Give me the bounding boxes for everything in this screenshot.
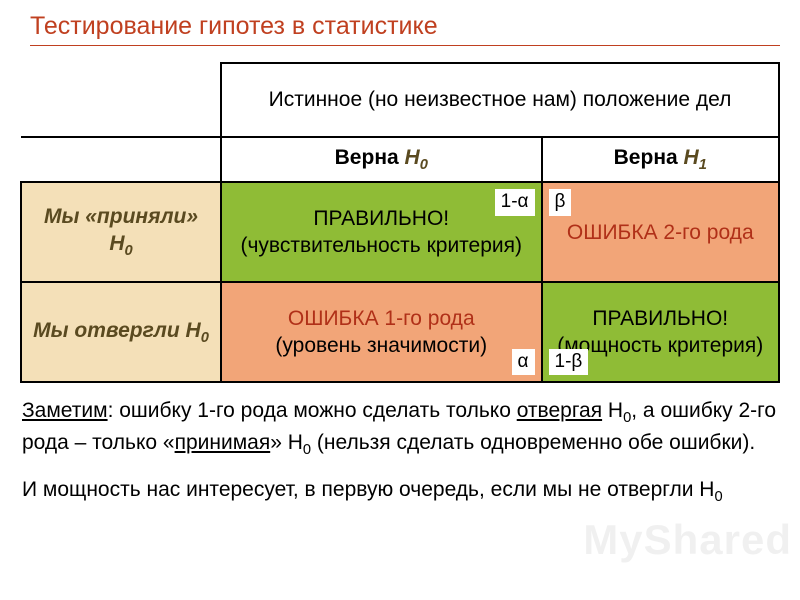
note-s2: 0 xyxy=(303,442,311,458)
accept-h: H xyxy=(109,232,124,255)
title-container: Тестирование гипотез в статистике xyxy=(0,0,800,54)
type2-error: ОШИБКА 2-го рода xyxy=(547,219,774,246)
note-paragraph-2: И мощность нас интересует, в первую очер… xyxy=(0,460,800,507)
note-paragraph-1: Заметим: ошибку 1-го рода можно сделать … xyxy=(0,383,800,460)
note-u2: принимая xyxy=(175,431,271,454)
empty-cell-2 xyxy=(21,137,221,182)
note-p1a: : ошибку 1-го рода можно сделать только xyxy=(108,399,517,422)
note-p1b: H xyxy=(602,399,623,422)
tag-beta: β xyxy=(549,189,572,216)
reject-prefix: Мы отвергли xyxy=(33,319,185,342)
cell-reject-h0: ОШИБКА 1-го рода (уровень значимости) α xyxy=(221,282,542,382)
header-h1-true: Верна H1 xyxy=(542,137,779,182)
significance-level: (уровень значимости) xyxy=(226,332,537,359)
note2-sub: 0 xyxy=(714,489,722,505)
note-p1d: » H xyxy=(270,431,303,454)
accept-sub: 0 xyxy=(125,243,133,259)
accept-prefix: Мы «приняли» xyxy=(44,205,198,228)
tag-1-beta: 1-β xyxy=(549,349,589,376)
tag-alpha: α xyxy=(512,349,535,376)
row-reject-label: Мы отвергли H0 xyxy=(21,282,221,382)
type1-error: ОШИБКА 1-го рода xyxy=(226,305,537,332)
h1-h: H xyxy=(684,146,699,169)
h0-prefix: Верна xyxy=(335,146,405,169)
cell-accept-h1: β ОШИБКА 2-го рода xyxy=(542,182,779,282)
reject-h1-correct: ПРАВИЛЬНО! xyxy=(547,305,774,332)
accept-h0-sensitivity: (чувствительность критерия) xyxy=(226,232,537,259)
h0-sub: 0 xyxy=(420,157,428,173)
tag-1-alpha: 1-α xyxy=(495,189,535,216)
note-lead: Заметим xyxy=(22,399,108,422)
header-true-state: Истинное (но неизвестное нам) положение … xyxy=(221,63,779,137)
cell-reject-h1: ПРАВИЛЬНО! (мощность критерия) 1-β xyxy=(542,282,779,382)
note-u1: отвергая xyxy=(517,399,602,422)
h1-prefix: Верна xyxy=(614,146,684,169)
decision-table: Истинное (но неизвестное нам) положение … xyxy=(20,62,780,383)
row-accept-label: Мы «приняли» H0 xyxy=(21,182,221,282)
page-title: Тестирование гипотез в статистике xyxy=(30,12,780,46)
watermark: MyShared xyxy=(583,516,792,564)
header-h0-true: Верна H0 xyxy=(221,137,542,182)
h1-sub: 1 xyxy=(699,157,707,173)
reject-h: H xyxy=(186,319,201,342)
note-p1e: (нельзя сделать одновременно обе ошибки)… xyxy=(311,431,755,454)
reject-sub: 0 xyxy=(201,330,209,346)
accept-h0-correct: ПРАВИЛЬНО! xyxy=(226,205,537,232)
note2-text: И мощность нас интересует, в первую очер… xyxy=(22,478,714,501)
cell-accept-h0: ПРАВИЛЬНО! (чувствительность критерия) 1… xyxy=(221,182,542,282)
h0-h: H xyxy=(405,146,420,169)
empty-cell xyxy=(21,63,221,137)
